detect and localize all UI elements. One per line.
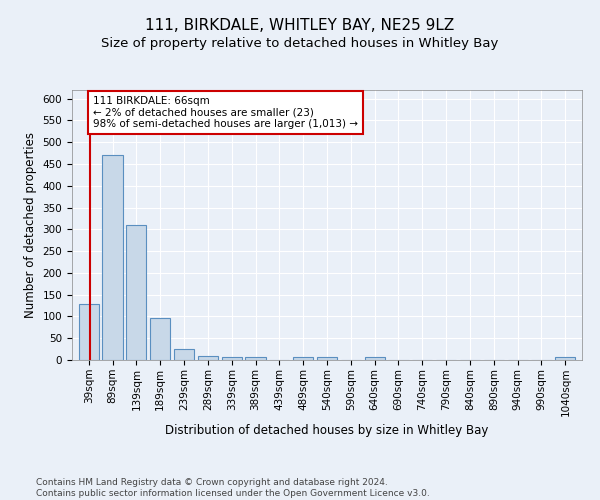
- Bar: [79, 304, 99, 360]
- Bar: [150, 318, 170, 360]
- Bar: [555, 358, 575, 360]
- Text: Size of property relative to detached houses in Whitley Bay: Size of property relative to detached ho…: [101, 38, 499, 51]
- Bar: [174, 349, 194, 360]
- Bar: [293, 357, 313, 360]
- Bar: [198, 356, 218, 360]
- Bar: [221, 358, 242, 360]
- Bar: [103, 156, 122, 360]
- Text: Contains HM Land Registry data © Crown copyright and database right 2024.
Contai: Contains HM Land Registry data © Crown c…: [36, 478, 430, 498]
- Text: 111 BIRKDALE: 66sqm
← 2% of detached houses are smaller (23)
98% of semi-detache: 111 BIRKDALE: 66sqm ← 2% of detached hou…: [93, 96, 358, 129]
- Bar: [126, 225, 146, 360]
- Bar: [245, 358, 266, 360]
- Text: 111, BIRKDALE, WHITLEY BAY, NE25 9LZ: 111, BIRKDALE, WHITLEY BAY, NE25 9LZ: [145, 18, 455, 32]
- X-axis label: Distribution of detached houses by size in Whitley Bay: Distribution of detached houses by size …: [166, 424, 488, 438]
- Bar: [317, 357, 337, 360]
- Bar: [365, 358, 385, 360]
- Y-axis label: Number of detached properties: Number of detached properties: [24, 132, 37, 318]
